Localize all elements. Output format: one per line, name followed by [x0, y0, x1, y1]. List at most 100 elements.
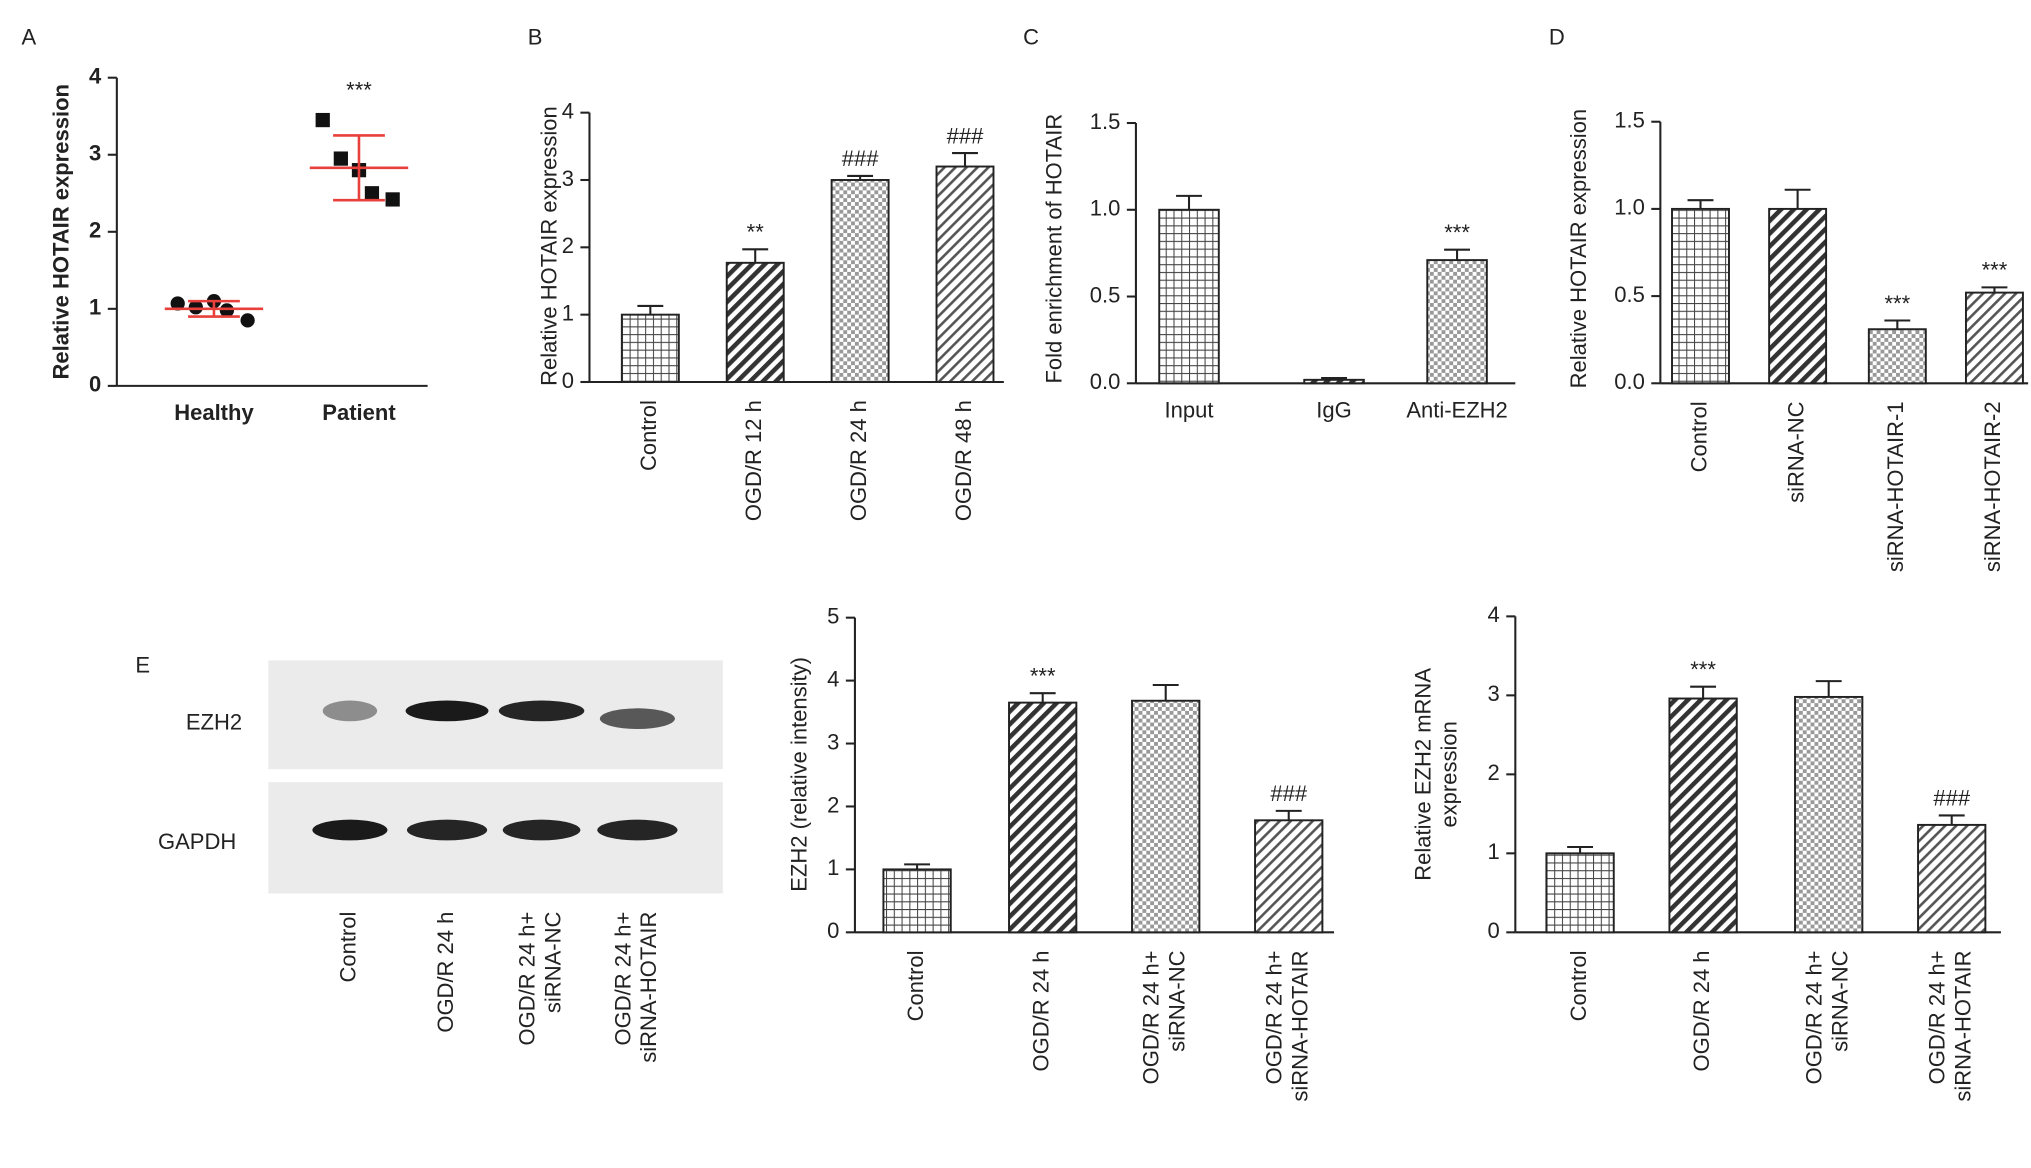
y-tick-label: 0	[562, 368, 574, 393]
bar	[1303, 378, 1365, 385]
bar	[1254, 819, 1324, 934]
x-tick-label: siRNA-HOTAIR	[1950, 950, 1975, 1101]
error-bar	[188, 299, 240, 318]
band	[322, 700, 378, 722]
x-tick-label: Control	[1566, 950, 1591, 1021]
significance: ###	[1933, 786, 1970, 811]
point	[170, 296, 185, 311]
x-tick-label: siRNA-NC	[1827, 950, 1852, 1052]
y-tick-label: 4	[1488, 602, 1500, 627]
error-bar	[1815, 680, 1842, 697]
panel-label: C	[1023, 25, 1039, 50]
panel-label: A	[21, 25, 36, 50]
bar	[1668, 697, 1738, 934]
x-tick-label: OGD/R 24 h+	[1262, 950, 1287, 1084]
y-tick-label: 4	[562, 98, 574, 123]
bar	[1008, 701, 1078, 934]
error-bar	[1687, 199, 1714, 209]
y-tick-label: 1	[562, 300, 574, 325]
x-tick-label: siRNA-NC	[1783, 401, 1808, 503]
x-tick-label: Control	[903, 950, 928, 1021]
x-tick-label: siRNA-HOTAIR-2	[1980, 401, 2005, 572]
y-tick-label: 2	[1488, 760, 1500, 785]
bar	[1867, 328, 1927, 385]
error-bar	[1152, 683, 1179, 701]
y-tick-label: 1.0	[1090, 196, 1121, 221]
significance: ***	[1690, 657, 1716, 682]
bar	[1768, 207, 1828, 385]
y-tick-label: 4	[89, 64, 102, 89]
row-label: GAPDH	[158, 829, 236, 854]
error-bar	[1938, 814, 1965, 825]
y-axis-label: Fold enrichment of HOTAIR	[1041, 114, 1066, 384]
bar	[830, 179, 890, 383]
x-tick-label: OGD/R 12 h	[741, 400, 766, 521]
x-tick-label: Control	[1686, 401, 1711, 472]
bar	[1964, 291, 2024, 385]
significance: ***	[346, 77, 372, 102]
lane-label: OGD/R 24 h+	[610, 912, 635, 1046]
point	[364, 186, 380, 201]
band	[498, 700, 585, 722]
y-tick-label: 1.0	[1614, 195, 1645, 220]
row-label: EZH2	[186, 710, 242, 735]
x-tick-label: siRNA-HOTAIR	[1287, 950, 1312, 1101]
bar	[725, 261, 785, 383]
point	[188, 300, 203, 315]
error-bar	[1690, 685, 1717, 699]
y-axis-label: expression	[1436, 721, 1461, 827]
y-tick-label: 0	[1488, 918, 1500, 943]
lane-label: OGD/R 24 h	[433, 912, 458, 1033]
x-tick-label: IgG	[1316, 398, 1351, 423]
significance: ***	[1030, 663, 1056, 688]
band	[599, 708, 675, 730]
x-tick-label: OGD/R 24 h+	[1925, 950, 1950, 1084]
bar	[1545, 852, 1615, 934]
y-tick-label: 0	[89, 372, 101, 397]
y-tick-label: 0.0	[1090, 369, 1121, 394]
error-bar	[1784, 188, 1811, 209]
significance: ###	[947, 123, 984, 148]
significance: ***	[1884, 291, 1910, 316]
y-tick-label: 3	[1488, 681, 1500, 706]
point	[219, 303, 235, 318]
bar	[1671, 207, 1730, 385]
y-axis-label: Relative HOTAIR expression	[536, 106, 561, 386]
significance: ###	[1270, 781, 1307, 806]
band	[502, 819, 581, 841]
bar	[1794, 695, 1864, 934]
x-tick-label: siRNA-HOTAIR-1	[1883, 401, 1908, 572]
bar	[1131, 699, 1201, 934]
blot	[268, 660, 723, 894]
y-tick-label: 1	[1488, 839, 1500, 864]
error-bar	[1321, 377, 1347, 380]
bar	[882, 868, 952, 934]
panel-label: B	[528, 25, 543, 50]
y-tick-label: 0.5	[1090, 282, 1121, 307]
point	[315, 112, 330, 128]
error-bar	[1981, 286, 2008, 293]
error-bar	[1029, 692, 1056, 703]
band	[405, 700, 489, 722]
error-bar	[1176, 194, 1202, 210]
band	[312, 819, 388, 841]
error-bar	[847, 174, 874, 180]
error-bar	[1444, 248, 1471, 261]
x-tick-label: siRNA-NC	[1164, 950, 1189, 1052]
x-tick-label: OGD/R 24 h	[846, 400, 871, 521]
y-tick-label: 0.5	[1614, 282, 1645, 307]
y-axis-label: Relative EZH2 mRNA	[1411, 668, 1436, 881]
panel-label: E	[135, 653, 150, 678]
bar	[1426, 259, 1488, 385]
band	[597, 819, 678, 841]
band	[406, 819, 488, 841]
x-tick-label: OGD/R 24 h+	[1139, 950, 1164, 1084]
significance: ***	[1444, 220, 1470, 245]
y-tick-label: 3	[827, 729, 839, 754]
error-bar	[904, 863, 931, 870]
x-tick-label: OGD/R 48 h	[951, 400, 976, 521]
lane-label: OGD/R 24 h+	[514, 912, 539, 1046]
bar	[1917, 823, 1987, 934]
